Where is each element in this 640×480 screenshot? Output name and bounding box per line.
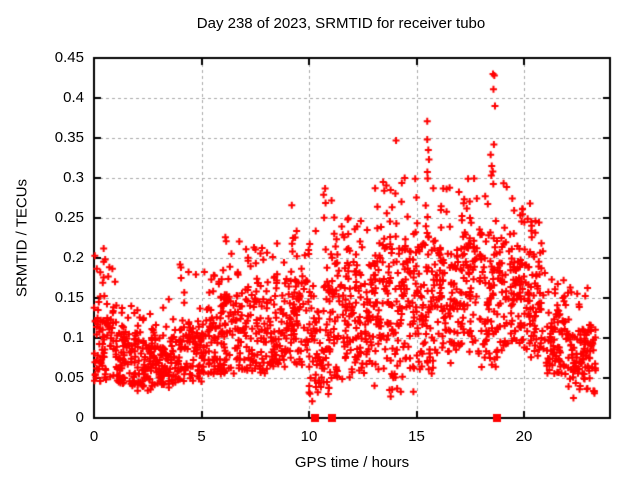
- chart-title: Day 238 of 2023, SRMTID for receiver tub…: [196, 15, 486, 32]
- y-tick-label: 0.1: [63, 329, 84, 346]
- y-tick-label: 0.25: [54, 209, 84, 226]
- y-tick-label: 0.35: [54, 129, 84, 146]
- y-tick-label: 0.05: [54, 369, 84, 386]
- x-tick-label: 20: [515, 428, 533, 445]
- x-tick-label: 15: [408, 428, 425, 445]
- y-tick-label: 0.15: [54, 289, 84, 306]
- y-tick-label: 0.3: [63, 169, 84, 186]
- x-tick-label: 10: [300, 428, 318, 445]
- y-tick-label: 0: [75, 409, 84, 426]
- y-tick-label: 0.45: [54, 49, 84, 66]
- x-axis-label: GPS time / hours: [294, 454, 410, 471]
- x-tick-label: 0: [89, 428, 99, 445]
- x-tick-label: 5: [197, 428, 206, 445]
- y-tick-label: 0.2: [63, 249, 84, 266]
- y-tick-label: 0.4: [63, 89, 84, 106]
- y-axis-label: SRMTID / TECUs: [13, 178, 31, 298]
